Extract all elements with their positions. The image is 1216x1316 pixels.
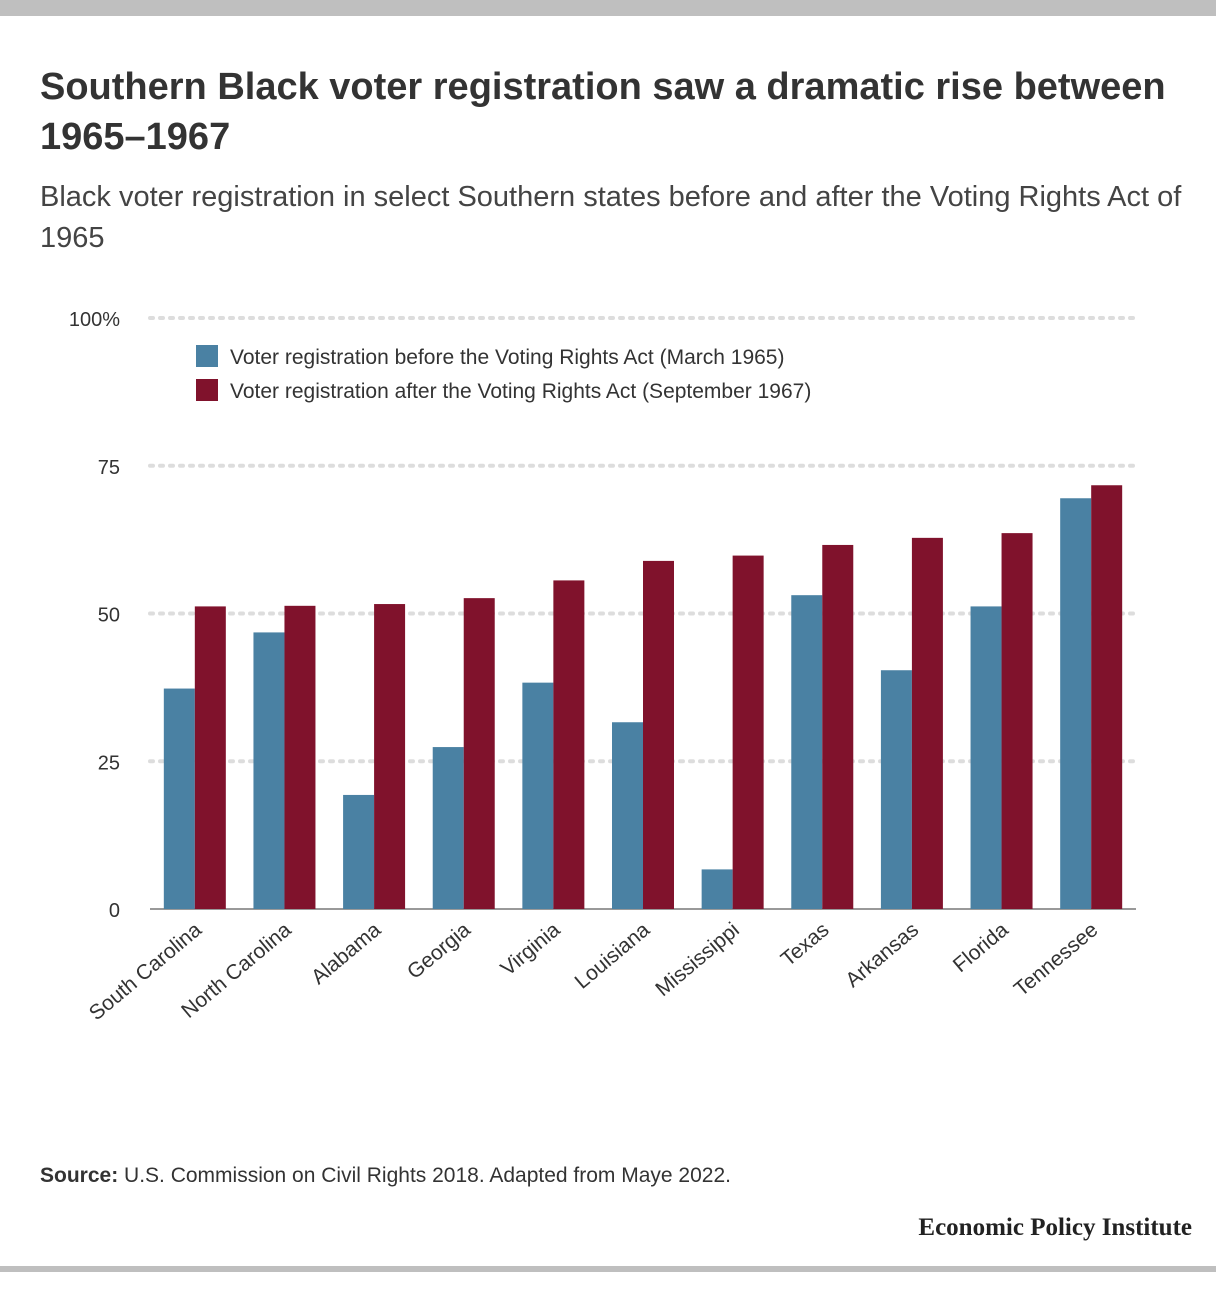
bar-before-south-carolina	[163, 688, 195, 909]
x-tick-label: Alabama	[307, 918, 386, 989]
x-tick-label: Georgia	[403, 918, 475, 984]
bar-before-virginia	[522, 682, 554, 909]
publisher-logo: Economic Policy Institute	[918, 1214, 1192, 1241]
bar-after-florida	[1001, 533, 1033, 909]
source-note: Source: U.S. Commission on Civil Rights …	[40, 1164, 731, 1188]
bar-after-tennessee	[1091, 485, 1123, 909]
x-tick-label: Virginia	[496, 918, 564, 981]
source-label: Source:	[40, 1164, 119, 1187]
legend-swatch-before	[196, 345, 218, 367]
x-tick-label: Mississippi	[651, 918, 744, 1001]
legend-swatch-after	[196, 379, 218, 401]
x-tick-label: Florida	[949, 918, 1013, 977]
y-tick-label: 50	[98, 605, 120, 627]
chart-subtitle: Black voter registration in select South…	[40, 181, 1182, 254]
x-tick-label: Arkansas	[841, 918, 923, 992]
bar-after-arkansas	[911, 537, 943, 909]
bar-after-louisiana	[643, 560, 674, 909]
y-axis-ticks: 0 25 50 75 100%	[69, 309, 120, 922]
x-tick-label: Tennessee	[1010, 918, 1103, 1001]
bar-before-tennessee	[1060, 498, 1092, 909]
source-text: U.S. Commission on Civil Rights 2018. Ad…	[124, 1164, 731, 1187]
x-tick-label: Louisiana	[571, 918, 655, 994]
chart-title: Southern Black voter registration saw a …	[40, 66, 1166, 158]
bar-before-alabama	[343, 794, 375, 909]
bar-before-georgia	[432, 747, 464, 909]
bar-before-louisiana	[612, 722, 643, 909]
legend-label-before: Voter registration before the Voting Rig…	[230, 346, 784, 369]
bar-after-alabama	[374, 604, 406, 909]
y-tick-label: 100%	[69, 309, 120, 331]
bar-after-texas	[822, 544, 854, 909]
bars	[163, 485, 1123, 909]
bar-before-texas	[791, 595, 823, 909]
bar-before-north-carolina	[253, 632, 285, 909]
bar-before-florida	[970, 606, 1002, 909]
legend: Voter registration before the Voting Rig…	[196, 345, 811, 403]
bar-after-south-carolina	[194, 606, 226, 909]
x-tick-label: Texas	[777, 918, 834, 971]
y-tick-label: 0	[109, 900, 120, 922]
bottom-band	[0, 1266, 1216, 1272]
bar-after-north-carolina	[284, 605, 316, 909]
bar-after-georgia	[463, 598, 495, 909]
top-band	[0, 0, 1216, 16]
legend-label-after: Voter registration after the Voting Righ…	[230, 380, 811, 403]
bar-before-mississippi	[701, 869, 733, 909]
bar-after-mississippi	[732, 555, 764, 909]
bar-before-arkansas	[880, 670, 912, 909]
y-tick-label: 25	[98, 752, 120, 774]
bar-after-virginia	[553, 580, 585, 909]
y-tick-label: 75	[98, 457, 120, 479]
